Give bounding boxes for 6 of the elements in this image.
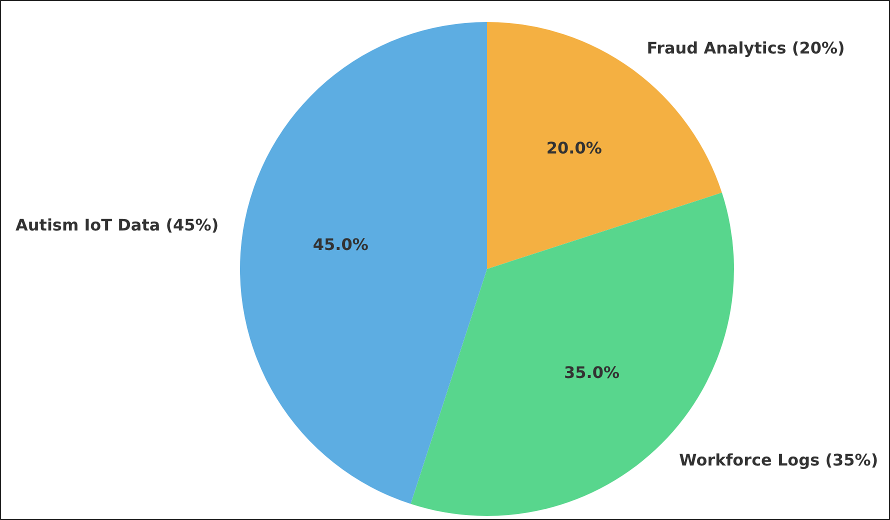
slice-label: Workforce Logs (35%) xyxy=(679,450,878,470)
data-label: 35.0% xyxy=(564,362,620,382)
data-label: 45.0% xyxy=(312,234,368,254)
slice-label: Fraud Analytics (20%) xyxy=(646,38,845,58)
data-label: 20.0% xyxy=(546,138,602,158)
slice-label: Autism IoT Data (45%) xyxy=(16,216,219,235)
